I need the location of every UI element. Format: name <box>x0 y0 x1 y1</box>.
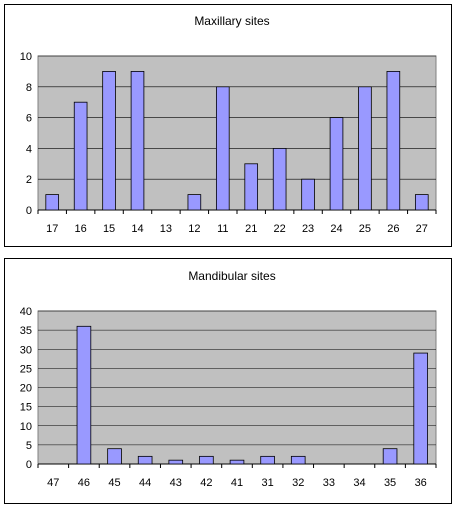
maxillary-y-tick-label: 2 <box>26 174 32 186</box>
maxillary-x-tick-label: 17 <box>46 223 58 235</box>
maxillary-bar-27 <box>414 194 429 211</box>
maxillary-x-tick-label: 15 <box>103 223 115 235</box>
mandibular-x-tick-label: 32 <box>292 477 304 489</box>
mandibular-bar-41 <box>229 459 245 465</box>
maxillary-plot-background <box>37 55 437 211</box>
mandibular-bar-45 <box>107 448 122 465</box>
mandibular-y-tick-label: 30 <box>20 344 32 356</box>
maxillary-bar-26 <box>386 71 401 211</box>
maxillary-x-tick-label: 22 <box>274 223 286 235</box>
maxillary-y-tick-label: 4 <box>26 143 32 155</box>
mandibular-x-tick-label: 33 <box>323 477 335 489</box>
mandibular-bar-35 <box>382 448 398 465</box>
maxillary-x-tick-label: 13 <box>160 223 172 235</box>
maxillary-x-tick-label: 16 <box>75 223 87 235</box>
maxillary-bar-17 <box>45 194 60 211</box>
maxillary-bar-16 <box>73 101 88 211</box>
maxillary-y-tick-label: 6 <box>26 113 32 125</box>
mandibular-y-tick-label: 0 <box>26 459 32 471</box>
mandibular-y-tick-label: 25 <box>20 363 32 375</box>
mandibular-chart-title: Mandibular sites <box>188 269 275 283</box>
maxillary-chart-title: Maxillary sites <box>194 14 269 28</box>
maxillary-x-tick-label: 25 <box>359 223 371 235</box>
maxillary-bar-15 <box>102 71 116 211</box>
maxillary-bar-22 <box>272 147 287 211</box>
mandibular-x-tick-label: 41 <box>231 477 243 489</box>
mandibular-plot-area: 0 5 10 15 20 25 30 35 40 47 46 45 44 43 42 41 31 32 33 34 35… <box>20 306 437 489</box>
maxillary-bar-24 <box>329 117 344 211</box>
maxillary-y-tick-label: 10 <box>20 51 32 63</box>
mandibular-bar-32 <box>290 455 306 465</box>
mandibular-chart: Mandibular sites 0 5 10 15 20 25 30 35 40 47 46 45 4… <box>4 258 452 504</box>
mandibular-x-tick-label: 43 <box>170 477 182 489</box>
maxillary-x-tick-label: 21 <box>245 223 257 235</box>
mandibular-x-tick-label: 36 <box>415 477 427 489</box>
maxillary-x-tick-label: 23 <box>302 223 314 235</box>
maxillary-y-tick-label: 0 <box>26 205 32 217</box>
mandibular-x-tick-label: 44 <box>139 477 151 489</box>
mandibular-bar-44 <box>137 455 153 465</box>
maxillary-bar-23 <box>301 178 315 211</box>
mandibular-y-tick-label: 5 <box>26 440 32 452</box>
mandibular-y-tick-label: 35 <box>20 325 32 337</box>
maxillary-y-tick-label: 8 <box>26 82 32 94</box>
mandibular-x-tick-label: 45 <box>108 477 120 489</box>
maxillary-x-tick-label: 14 <box>131 223 143 235</box>
mandibular-y-tick-label: 20 <box>20 383 32 395</box>
mandibular-bar-36 <box>413 352 428 465</box>
maxillary-x-tick-label: 11 <box>217 223 228 235</box>
maxillary-bar-12 <box>187 194 202 211</box>
mandibular-x-tick-label: 47 <box>47 477 59 489</box>
maxillary-bar-21 <box>244 163 259 211</box>
mandibular-y-tick-label: 15 <box>20 402 32 414</box>
maxillary-bar-14 <box>130 71 145 211</box>
maxillary-x-tick-label: 26 <box>387 223 399 235</box>
mandibular-y-tick-label: 10 <box>20 421 32 433</box>
maxillary-bar-25 <box>358 86 372 211</box>
maxillary-x-tick-label: 12 <box>188 223 200 235</box>
mandibular-bar-31 <box>260 455 275 465</box>
maxillary-x-tick-label: 27 <box>416 223 428 235</box>
maxillary-x-tick-label: 24 <box>330 223 342 235</box>
maxillary-bar-11 <box>215 86 230 211</box>
mandibular-x-tick-label: 46 <box>78 477 90 489</box>
mandibular-x-tick-label: 42 <box>200 477 212 489</box>
mandibular-y-tick-label: 40 <box>20 306 32 318</box>
mandibular-x-tick-label: 35 <box>384 477 396 489</box>
mandibular-bar-43 <box>168 459 184 465</box>
mandibular-x-tick-label: 34 <box>353 477 365 489</box>
mandibular-x-tick-label: 31 <box>261 477 273 489</box>
mandibular-bar-42 <box>199 455 214 465</box>
mandibular-bar-46 <box>76 325 92 465</box>
